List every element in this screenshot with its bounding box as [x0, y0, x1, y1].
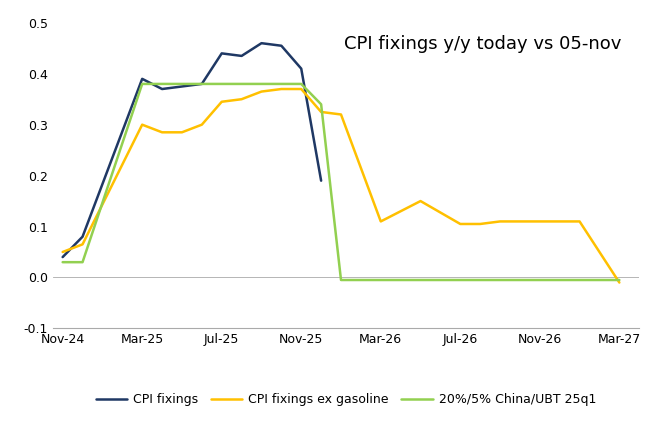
- CPI fixings: [78, 234, 86, 239]
- CPI fixings ex gasoline: [337, 112, 345, 117]
- CPI fixings ex gasoline: [217, 99, 225, 104]
- CPI fixings ex gasoline: [158, 130, 166, 135]
- 20%/5% China/UBT 25q1: [158, 81, 166, 86]
- CPI fixings ex gasoline: [78, 242, 86, 247]
- 20%/5% China/UBT 25q1: [138, 81, 146, 86]
- 20%/5% China/UBT 25q1: [616, 277, 623, 282]
- CPI fixings ex gasoline: [238, 97, 246, 102]
- CPI fixings: [158, 86, 166, 91]
- CPI fixings: [238, 53, 246, 59]
- 20%/5% China/UBT 25q1: [337, 277, 345, 282]
- CPI fixings ex gasoline: [59, 250, 67, 255]
- 20%/5% China/UBT 25q1: [217, 81, 225, 86]
- CPI fixings: [138, 76, 146, 81]
- CPI fixings: [277, 43, 285, 48]
- CPI fixings: [178, 84, 186, 89]
- 20%/5% China/UBT 25q1: [59, 260, 67, 265]
- CPI fixings: [198, 81, 206, 86]
- CPI fixings ex gasoline: [496, 219, 504, 224]
- CPI fixings ex gasoline: [596, 250, 604, 255]
- 20%/5% China/UBT 25q1: [78, 260, 86, 265]
- CPI fixings: [258, 41, 266, 46]
- CPI fixings ex gasoline: [178, 130, 186, 135]
- CPI fixings ex gasoline: [556, 219, 563, 224]
- 20%/5% China/UBT 25q1: [317, 102, 325, 107]
- CPI fixings ex gasoline: [258, 89, 266, 94]
- 20%/5% China/UBT 25q1: [536, 277, 544, 282]
- Text: CPI fixings y/y today vs 05-nov: CPI fixings y/y today vs 05-nov: [344, 35, 621, 53]
- Line: CPI fixings: CPI fixings: [63, 43, 321, 257]
- CPI fixings ex gasoline: [416, 199, 424, 204]
- 20%/5% China/UBT 25q1: [377, 277, 385, 282]
- CPI fixings: [297, 66, 305, 71]
- Line: 20%/5% China/UBT 25q1: 20%/5% China/UBT 25q1: [63, 84, 619, 280]
- CPI fixings ex gasoline: [456, 221, 464, 226]
- Line: CPI fixings ex gasoline: CPI fixings ex gasoline: [63, 89, 619, 282]
- CPI fixings ex gasoline: [198, 122, 206, 127]
- CPI fixings ex gasoline: [536, 219, 544, 224]
- CPI fixings: [217, 51, 225, 56]
- CPI fixings ex gasoline: [277, 86, 285, 91]
- CPI fixings: [59, 255, 67, 260]
- CPI fixings ex gasoline: [377, 219, 385, 224]
- CPI fixings ex gasoline: [476, 221, 484, 226]
- CPI fixings: [317, 178, 325, 183]
- CPI fixings ex gasoline: [138, 122, 146, 127]
- Legend: CPI fixings, CPI fixings ex gasoline, 20%/5% China/UBT 25q1: CPI fixings, CPI fixings ex gasoline, 20…: [91, 388, 601, 411]
- CPI fixings ex gasoline: [616, 280, 623, 285]
- 20%/5% China/UBT 25q1: [297, 81, 305, 86]
- CPI fixings ex gasoline: [317, 109, 325, 115]
- CPI fixings ex gasoline: [575, 219, 583, 224]
- CPI fixings ex gasoline: [297, 86, 305, 91]
